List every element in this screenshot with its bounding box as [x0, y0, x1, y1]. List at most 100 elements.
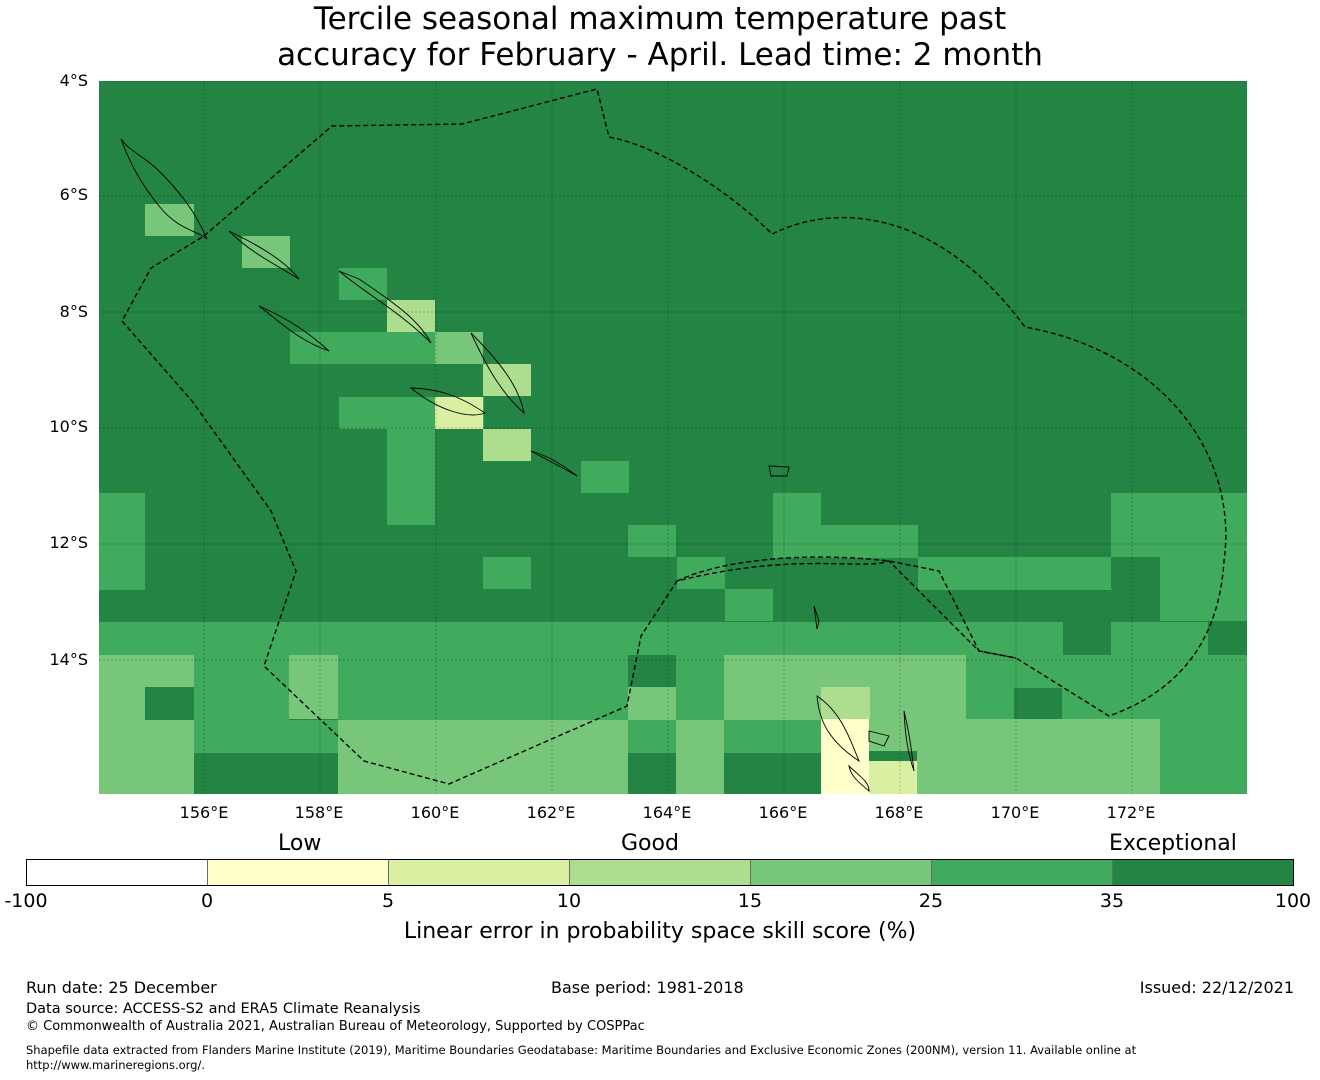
- map-title-line-2: accuracy for February - April. Lead time…: [277, 37, 1043, 73]
- skill-score-cell: [435, 655, 628, 720]
- island-bougainville: [120, 138, 208, 240]
- latitude-label-12s: 12°S: [49, 533, 88, 552]
- colorbar-tick: -100: [4, 890, 48, 912]
- skill-score-cell: [1160, 589, 1247, 621]
- skill-score-cell: [1208, 622, 1247, 655]
- skill-score-cell: [1160, 493, 1247, 526]
- island-espiritu-santo: [816, 695, 860, 763]
- skill-score-cell: [676, 655, 724, 720]
- island-pentecost: [903, 710, 915, 772]
- island-malakula: [848, 764, 870, 792]
- skill-score-cell: [821, 751, 869, 794]
- island-santa-cruz: [768, 465, 790, 477]
- skill-score-cell: [773, 622, 821, 655]
- skill-score-cell: [289, 655, 338, 719]
- colorbar-segment-1: [27, 860, 207, 885]
- shapefile-url: http://www.marineregions.org/.: [26, 1058, 205, 1072]
- legend-colorbar: [26, 859, 1294, 886]
- skill-score-cell: [483, 364, 531, 396]
- skill-score-cell: [917, 751, 1062, 794]
- skill-score-cell: [387, 622, 484, 655]
- longitude-label-172e: 172°E: [1106, 803, 1156, 822]
- colorbar-segment-3: [388, 860, 569, 885]
- skill-score-cell: [1111, 557, 1160, 589]
- legend-category-exceptional: Exceptional: [1109, 831, 1237, 856]
- skill-score-cell: [1111, 493, 1160, 526]
- longitude-label-156e: 156°E: [179, 803, 229, 822]
- latitude-label-4s: 4°S: [59, 71, 88, 90]
- copyright: © Commonwealth of Australia 2021, Austra…: [26, 1019, 645, 1034]
- skill-score-cell: [145, 204, 194, 236]
- latitude-label-10s: 10°S: [49, 417, 88, 436]
- skill-score-cell: [724, 655, 772, 720]
- skill-score-map: [99, 81, 1247, 794]
- skill-score-cell: [581, 461, 629, 493]
- skill-score-cell: [483, 429, 531, 461]
- eez-boundary-vanuatu: [676, 556, 1017, 659]
- island-torres: [813, 605, 820, 630]
- island-makira: [530, 450, 578, 477]
- island-malaita: [470, 332, 525, 415]
- island-guadalcanal: [409, 387, 486, 416]
- colorbar-tick: 100: [1274, 890, 1312, 912]
- island-santa-isabel: [338, 270, 432, 344]
- latitude-label-14s: 14°S: [49, 650, 88, 669]
- skill-score-cell: [1160, 719, 1247, 794]
- skill-score-cell: [339, 268, 387, 300]
- colorbar-tick: 15: [737, 890, 763, 912]
- legend-category-low: Low: [278, 831, 322, 856]
- skill-score-cell: [1062, 655, 1160, 720]
- skill-score-cell: [99, 720, 194, 794]
- skill-score-cell: [966, 655, 1014, 720]
- island-choiseul: [228, 230, 300, 280]
- colorbar-tick: 5: [381, 890, 395, 912]
- longitude-label-160e: 160°E: [410, 803, 460, 822]
- graticule: [99, 81, 1247, 794]
- colorbar-tick: 0: [200, 890, 214, 912]
- data-source: Data source: ACCESS-S2 and ERA5 Climate …: [26, 1001, 421, 1017]
- skill-score-cell: [435, 332, 483, 364]
- shapefile-credit: Shapefile data extracted from Flanders M…: [26, 1043, 1137, 1057]
- skill-score-cell: [99, 622, 145, 655]
- skill-score-cell: [677, 622, 725, 655]
- skill-score-cell: [387, 429, 435, 525]
- skill-score-cell: [821, 622, 918, 655]
- skill-score-cell: [1015, 557, 1112, 590]
- skill-score-cell: [676, 720, 724, 794]
- skill-score-cell: [145, 622, 387, 655]
- longitude-label-158e: 158°E: [294, 803, 344, 822]
- run-date: Run date: 25 December: [26, 978, 217, 997]
- skill-score-cell: [725, 622, 773, 655]
- skill-score-cell: [628, 720, 676, 753]
- skill-score-cell: [1111, 525, 1160, 557]
- skill-score-cell: [821, 687, 870, 720]
- longitude-label-164e: 164°E: [642, 803, 692, 822]
- longitude-label-170e: 170°E: [990, 803, 1040, 822]
- longitude-label-166e: 166°E: [758, 803, 808, 822]
- skill-score-cell: [483, 557, 531, 589]
- skill-score-cell: [338, 720, 628, 794]
- longitude-label-162e: 162°E: [526, 803, 576, 822]
- skill-score-cell: [821, 655, 869, 687]
- island-efate-north: [868, 730, 890, 747]
- skill-score-cell: [194, 655, 289, 720]
- skill-score-cell: [484, 622, 677, 655]
- longitude-label-168e: 168°E: [874, 803, 924, 822]
- colorbar-label: Linear error in probability space skill …: [403, 919, 917, 944]
- skill-score-cell: [869, 719, 917, 751]
- skill-score-cell: [869, 761, 917, 794]
- skill-score-cell: [628, 525, 676, 557]
- colorbar-segment-4: [569, 860, 750, 885]
- legend-category-good: Good: [621, 831, 679, 856]
- skill-score-grid: [99, 81, 1247, 794]
- skill-score-cell: [1160, 525, 1247, 589]
- skill-score-cell: [99, 687, 145, 720]
- base-period: Base period: 1981-2018: [551, 978, 744, 997]
- skill-score-cell: [918, 557, 1015, 590]
- island-new-georgia: [258, 305, 330, 352]
- skill-score-cell: [628, 687, 676, 720]
- skill-score-cell: [1062, 751, 1160, 794]
- skill-score-cell: [1063, 622, 1111, 655]
- colorbar-segment-7: [1112, 860, 1293, 885]
- map-title-line-1: Tercile seasonal maximum temperature pas…: [313, 1, 1007, 37]
